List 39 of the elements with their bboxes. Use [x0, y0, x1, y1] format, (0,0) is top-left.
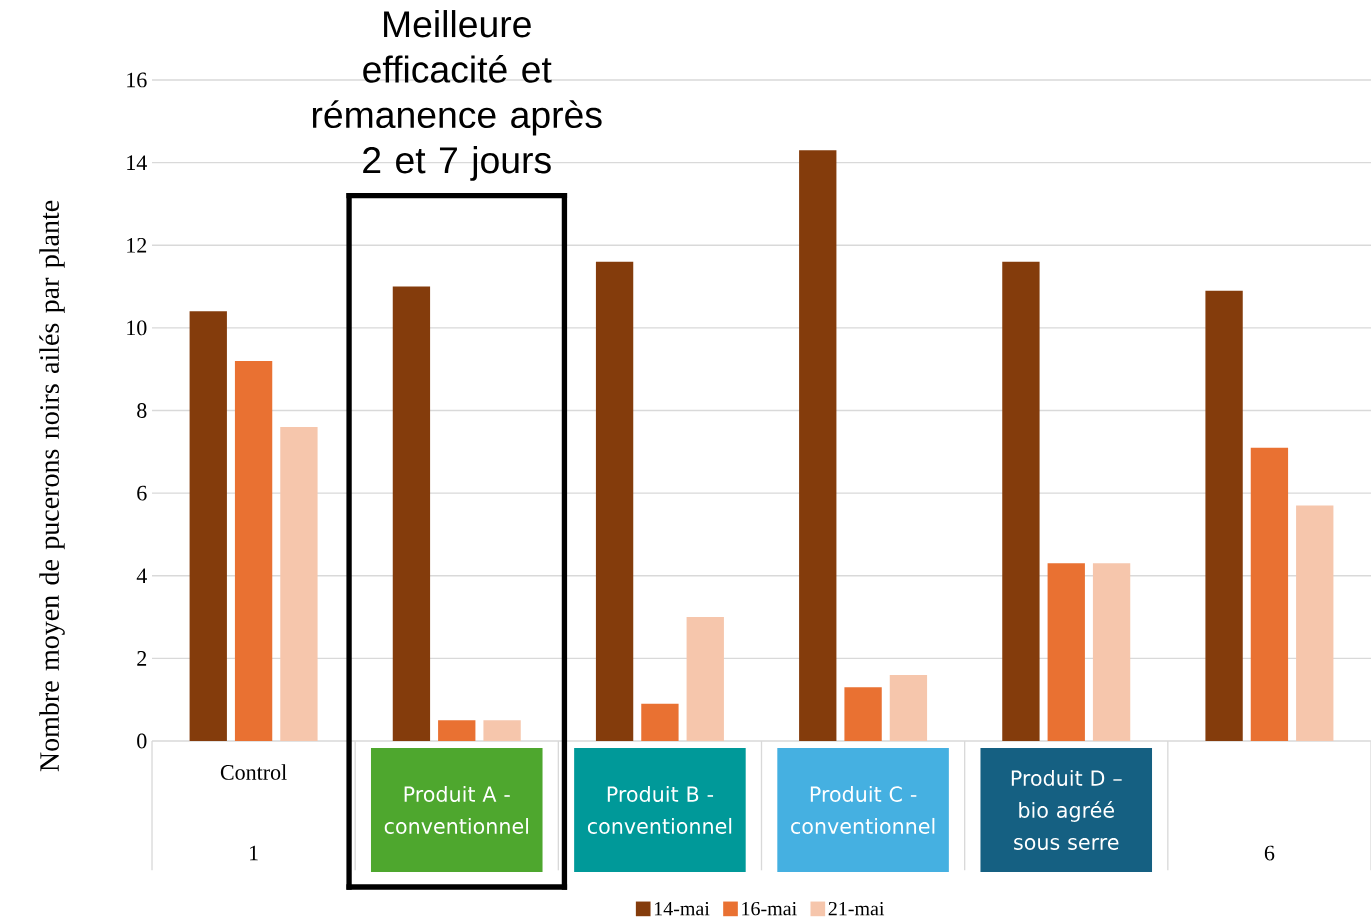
- y-tick-label: 14: [127, 155, 147, 170]
- text: 1: [250, 845, 258, 861]
- x-tick-label: Produit D – bio agréé sous serre: [1011, 769, 1122, 850]
- x-tick-label: Produit B - conventionnel: [587, 785, 732, 834]
- bar: [392, 286, 431, 741]
- legend-label: 14-mai: [654, 901, 710, 916]
- bar: [1205, 290, 1243, 741]
- bar: [1250, 447, 1289, 741]
- y-tick-label: 16: [127, 72, 147, 88]
- x-tick-label: Produit C - conventionnel: [791, 785, 935, 834]
- bar: [1002, 261, 1040, 741]
- y-tick-label: 0: [137, 733, 147, 749]
- y-tick-label: 6: [137, 485, 147, 501]
- bar: [799, 150, 837, 741]
- annotation: Meilleure efficacité et rémanence après 2 et 7 jours: [312, 10, 602, 181]
- y-axis-title: Nombre moyen de pucerons noirs ailés par plante: [39, 200, 65, 772]
- bar: [1047, 563, 1085, 741]
- bar: [844, 687, 882, 741]
- bar: [280, 427, 318, 741]
- x-tick-label: Control: [220, 764, 287, 780]
- bar: [889, 674, 928, 741]
- bar: [595, 261, 634, 741]
- bar: [686, 617, 724, 741]
- bar: [641, 703, 679, 741]
- y-tick-label: 12: [127, 237, 147, 253]
- bar: [234, 360, 273, 741]
- bar: [1092, 563, 1131, 741]
- y-tick-label: 8: [137, 403, 147, 418]
- legend-label: 21-mai: [828, 901, 885, 916]
- bar: [483, 720, 521, 741]
- x-tick-label: Produit A - conventionnel: [384, 785, 528, 834]
- bar: [438, 720, 476, 741]
- text: 6: [1264, 845, 1275, 861]
- y-tick-label: 4: [136, 568, 147, 583]
- y-tick-label: 10: [127, 320, 147, 336]
- bar: [1296, 505, 1334, 741]
- bar: [189, 311, 227, 741]
- y-tick-label: 2: [137, 651, 147, 666]
- legend-label: 16-mai: [742, 901, 797, 916]
